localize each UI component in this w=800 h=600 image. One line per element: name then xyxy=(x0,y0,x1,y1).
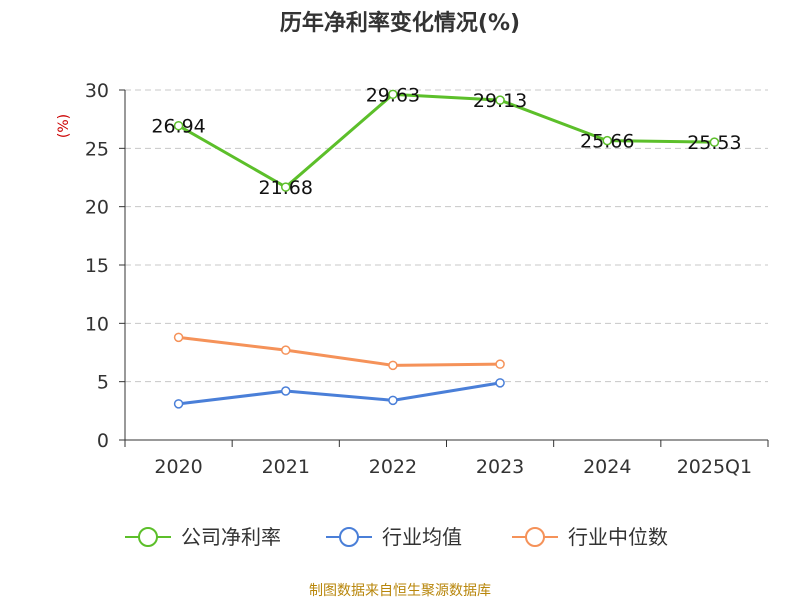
x-tick-label: 2023 xyxy=(476,456,524,478)
x-tick-label: 2021 xyxy=(262,456,310,478)
legend-label: 行业均值 xyxy=(382,525,462,549)
data-point xyxy=(495,95,505,105)
data-label: 26.94 xyxy=(151,116,205,138)
axes: 0 5 10 15 20 25 30 2020 2021 2022 2023 2024 2025Q1 xyxy=(85,80,769,478)
data-point xyxy=(281,345,291,355)
y-axis-unit: (%) xyxy=(56,114,72,138)
series-line xyxy=(178,335,501,367)
y-tick-label: 25 xyxy=(85,138,109,160)
data-point xyxy=(281,386,291,396)
y-tick-label: 10 xyxy=(85,313,109,335)
data-label: 29.13 xyxy=(473,90,527,112)
series-layer xyxy=(173,89,720,409)
data-point xyxy=(388,395,398,406)
legend-label: 行业中位数 xyxy=(568,525,668,549)
data-point xyxy=(173,399,184,409)
x-tick-label: 2025Q1 xyxy=(677,456,752,478)
data-point xyxy=(173,120,184,131)
y-tick-label: 20 xyxy=(85,197,109,219)
x-tick-label: 2020 xyxy=(154,456,202,478)
data-labels: 26.94 21.68 29.63 29.13 25.66 25.53 xyxy=(151,84,741,199)
series-line xyxy=(177,92,715,189)
data-point xyxy=(388,360,398,371)
legend-label: 公司净利率 xyxy=(181,525,281,549)
x-tick-label: 2024 xyxy=(583,456,631,478)
data-label: 25.53 xyxy=(687,132,741,154)
data-point xyxy=(495,378,505,388)
data-point xyxy=(495,359,505,369)
y-tick-label: 0 xyxy=(97,430,109,452)
series-line xyxy=(178,381,501,406)
legend-marker xyxy=(525,527,545,547)
data-label: 21.68 xyxy=(259,177,313,199)
data-point xyxy=(173,332,184,343)
y-tick-label: 30 xyxy=(85,80,109,102)
data-point xyxy=(602,135,612,146)
chart-title: 历年净利率变化情况(%) xyxy=(280,10,520,36)
data-label: 25.66 xyxy=(580,131,634,153)
data-point xyxy=(388,89,398,100)
y-tick-label: 5 xyxy=(97,372,109,394)
legend-marker xyxy=(339,527,359,547)
grid-lines xyxy=(125,89,768,383)
y-tick-label: 15 xyxy=(85,255,109,277)
legend-marker xyxy=(138,527,158,547)
data-point xyxy=(281,182,291,192)
data-point xyxy=(709,137,720,147)
legend: 公司净利率 行业均值 行业中位数 xyxy=(125,525,668,549)
source-note: 制图数据来自恒生聚源数据库 xyxy=(309,583,491,599)
data-label: 29.63 xyxy=(366,84,420,106)
x-tick-label: 2022 xyxy=(369,456,417,478)
